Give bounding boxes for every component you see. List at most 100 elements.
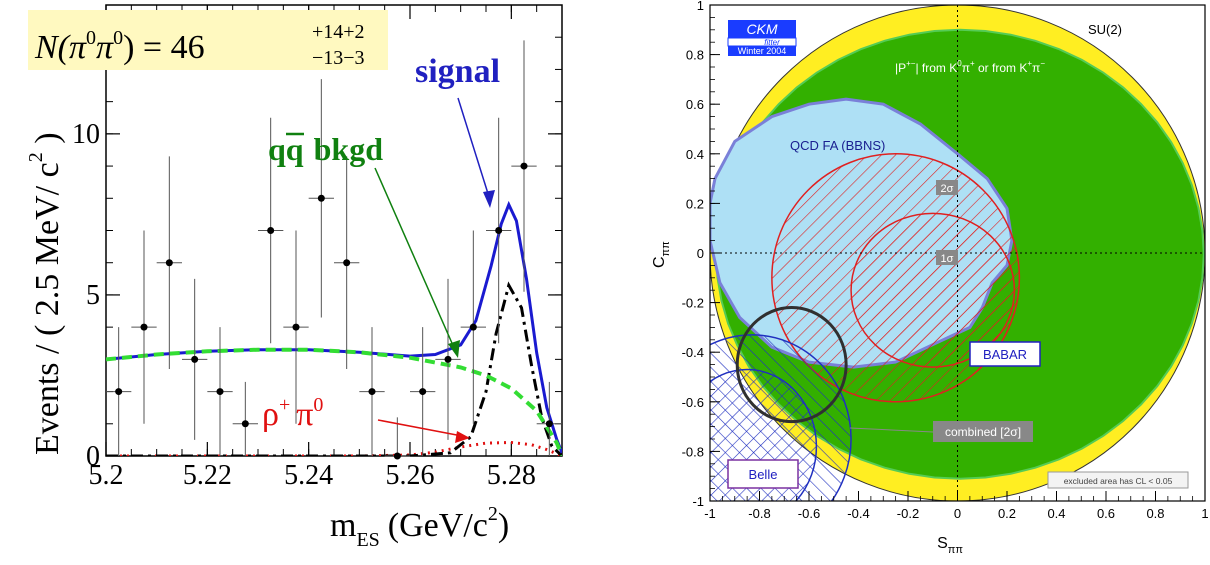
fit-lower-error: −13−3 — [312, 47, 365, 69]
fit-result-box — [28, 10, 388, 70]
data-point — [216, 388, 224, 396]
data-point — [444, 355, 452, 363]
qq-bkgd-label: qq bkgd — [268, 131, 383, 167]
sigma2-box — [936, 180, 958, 195]
qq-q1: q — [268, 131, 286, 167]
x-tick-label: 5.28 — [487, 460, 536, 491]
y-tick-label: -0.6 — [682, 395, 704, 410]
rho-arrow-head — [455, 431, 470, 443]
fit-curve-dotted-red — [106, 440, 562, 456]
qq-arrow — [374, 167, 456, 351]
signal-arrow-head — [483, 190, 495, 208]
x-label-sup: 2 — [488, 503, 498, 525]
excluded-box — [1047, 471, 1189, 489]
fit-prefix: N( — [34, 29, 72, 66]
p-d: or from K — [975, 61, 1028, 75]
y-tick-label: 5 — [86, 280, 100, 311]
p-sup3: + — [970, 59, 975, 68]
x-tick-label: 0.2 — [998, 506, 1016, 521]
sigma2-label: 2σ — [941, 183, 954, 195]
x-label-unit: (GeV/c — [388, 507, 488, 544]
fit-particle: π — [69, 29, 87, 66]
tick-labels: 5.2 5.22 5.24 5.26 5.28 0 5 10 — [72, 119, 536, 491]
x-tick-label: -1 — [704, 506, 716, 521]
logo-mid — [727, 37, 797, 47]
y-tick-label: -0.4 — [682, 345, 704, 360]
rho-sup: + — [279, 394, 290, 416]
signal-label: signal — [415, 53, 500, 90]
rho-pi-label: ρ+ π0 — [262, 394, 323, 433]
y-tick-label: 0 — [697, 246, 704, 261]
combined-contour — [735, 306, 848, 424]
y-tick-label: -1 — [692, 494, 704, 509]
y-label-c: C — [651, 256, 668, 268]
x-tick-label: -0.6 — [798, 506, 820, 521]
x-axis-label: Sππ — [937, 535, 963, 556]
p-b: | from K — [915, 61, 957, 75]
fit-upper-error: +14+2 — [312, 21, 365, 43]
belle-label: Belle — [749, 467, 778, 482]
y-tick-label: 1 — [697, 0, 704, 13]
p-a: |P — [895, 61, 906, 75]
logo-top — [728, 20, 796, 38]
data-point — [520, 162, 528, 170]
fit-sup2: 0 — [113, 27, 123, 49]
data-point — [317, 194, 325, 202]
y-tick-label: 0.2 — [686, 196, 704, 211]
babar-box — [969, 341, 1041, 367]
p-sup4: + — [1027, 59, 1032, 68]
data-point — [140, 323, 148, 331]
x-tick-label: 0.4 — [1047, 506, 1065, 521]
data-point — [393, 452, 401, 460]
y-tick-label: -0.2 — [682, 296, 704, 311]
data-point — [267, 227, 275, 234]
x-tick-label: 0.8 — [1146, 506, 1164, 521]
logo-season: Winter 2004 — [738, 46, 787, 56]
y-label-main: Events / ( 2.5 MeV/ c — [29, 162, 66, 455]
y-axis-label: Events / ( 2.5 MeV/ c2 ) — [25, 132, 66, 455]
logo-main: CKM — [746, 21, 777, 37]
x-tick-label: 5.24 — [284, 460, 333, 491]
data-point — [495, 227, 503, 234]
qq-q2: q — [286, 131, 304, 167]
x-tick-label: 1 — [1201, 506, 1208, 521]
excluded-label: excluded area has CL < 0.05 — [1064, 476, 1173, 486]
x-label-m: m — [330, 507, 356, 544]
combined-pointer — [849, 427, 934, 433]
sigma1-box — [936, 250, 958, 265]
fit-curve-dashdot-black — [106, 281, 562, 456]
x-label-sub: ES — [356, 529, 379, 551]
data-point — [545, 420, 553, 428]
data-point — [343, 259, 351, 267]
data-point — [165, 259, 173, 267]
rho-arrow — [377, 419, 463, 437]
x-tick-label: -0.2 — [897, 506, 919, 521]
y-tick-label: -0.8 — [682, 444, 704, 459]
y-label-close: ) — [29, 132, 66, 152]
x-axis-label: mES (GeV/c2) — [330, 503, 509, 551]
pi: π — [296, 396, 313, 433]
tick-labels: -1 -0.8 -0.6 -0.4 -0.2 0 0.2 0.4 0.6 0.8 1 -1 -0.8 -0… — [682, 0, 1209, 521]
p-c: π — [962, 61, 970, 75]
x-label-s: S — [937, 535, 948, 552]
axis-ticks — [709, 4, 1206, 502]
y-label-sup: 2 — [25, 152, 47, 162]
data-point — [292, 323, 300, 331]
data-points — [106, 40, 562, 460]
data-point — [469, 323, 477, 331]
s-c-constraint-chart: -1 -0.8 -0.6 -0.4 -0.2 0 0.2 0.4 0.6 0.8 1 -1 -0.8 -0… — [651, 0, 1209, 556]
y-label-sub: ππ — [660, 241, 672, 257]
data-point — [241, 420, 249, 428]
y-tick-label: 0.6 — [686, 97, 704, 112]
data-point — [368, 388, 376, 396]
data-point — [115, 388, 123, 396]
belle-box — [727, 459, 799, 489]
x-tick-label: 5.22 — [183, 460, 232, 491]
fit-curve-solid-blue — [106, 200, 562, 454]
p-e: π — [1032, 61, 1040, 75]
fit-sup: 0 — [86, 27, 96, 49]
x-tick-label: 0 — [954, 506, 961, 521]
x-tick-label: -0.8 — [748, 506, 770, 521]
fit-mid: π — [96, 29, 114, 66]
x-label-sub: ππ — [948, 544, 964, 556]
